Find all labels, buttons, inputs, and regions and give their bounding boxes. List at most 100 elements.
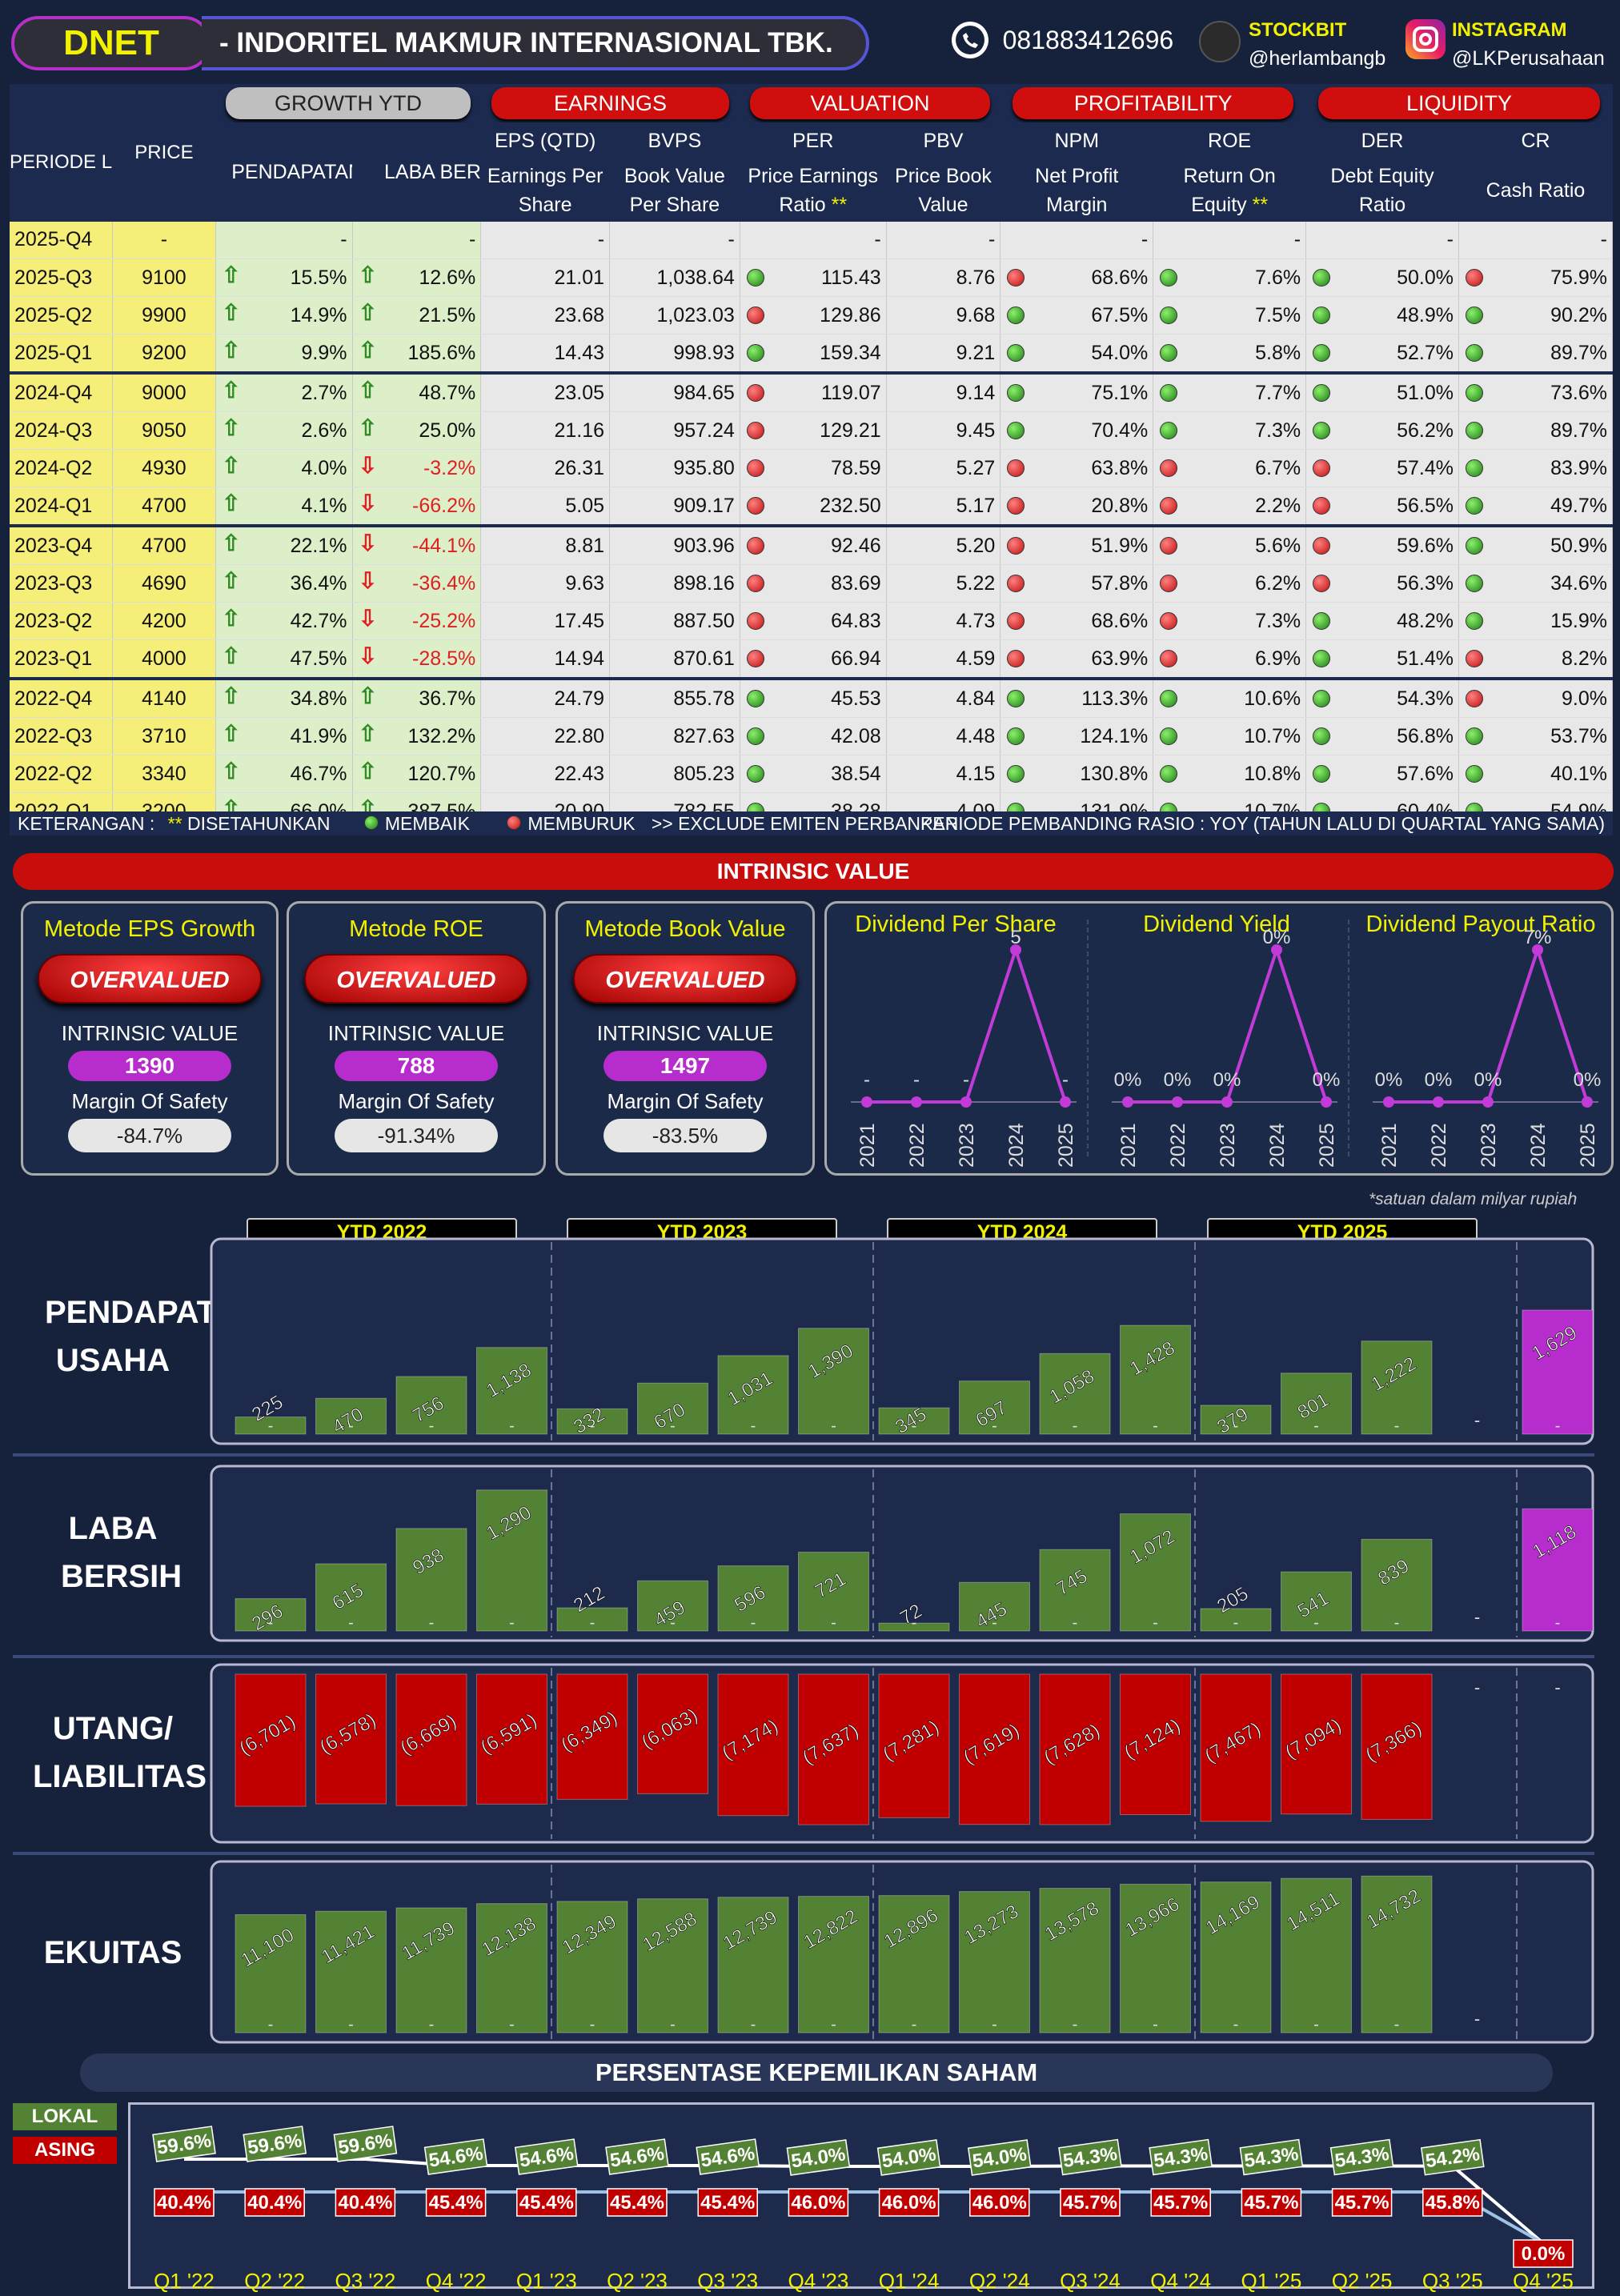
- bvps-value: 855.78: [673, 687, 735, 710]
- bar: [717, 1565, 789, 1632]
- arrow-up-icon: ⇧: [358, 758, 378, 783]
- pbv-value: 4.84: [956, 687, 996, 710]
- green-dot-icon: [1465, 459, 1483, 477]
- p-value: 2023-Q3: [14, 571, 93, 595]
- cell-cr: 53.7%: [1458, 717, 1614, 755]
- roe-value: 6.2%: [1255, 571, 1301, 595]
- bar: [1281, 1673, 1352, 1815]
- cell-bvps: 870.61: [609, 639, 740, 679]
- red-dot-icon: [1007, 496, 1025, 515]
- roe-value: 7.3%: [1255, 609, 1301, 632]
- cell-npm: 124.1%: [1000, 717, 1154, 755]
- cell-npm: 54.0%: [1000, 334, 1154, 373]
- ownership-label-box: [967, 2139, 1032, 2176]
- green-dot-icon: [1313, 764, 1331, 783]
- cell-pbv: 4.59: [886, 639, 1001, 679]
- roe-value: 7.6%: [1255, 266, 1301, 289]
- stockbit-label: STOCKBIT: [1249, 19, 1347, 41]
- ni-value: -36.4%: [412, 571, 476, 595]
- bar: [1361, 1875, 1433, 2034]
- arrow-up-icon: ⇧: [358, 337, 378, 363]
- ni-value: -3.2%: [423, 456, 476, 479]
- cell-npm: 75.1%: [1000, 371, 1154, 412]
- ownership-label-box: [152, 2126, 216, 2162]
- red-dot-icon: [746, 459, 764, 477]
- ownership-label-box: [514, 2138, 579, 2175]
- bar-dash: -: [1394, 1417, 1400, 1435]
- cell-ni: ⇩ -28.5%: [352, 639, 482, 679]
- col-bvps: BVPS: [609, 122, 740, 159]
- cr-value: 89.7%: [1550, 341, 1607, 364]
- dividend-year-label: 2023: [1478, 1123, 1500, 1168]
- cell-eps: 8.81: [480, 523, 611, 565]
- green-dot-icon: [1313, 611, 1331, 630]
- green-dot-icon: [1465, 306, 1483, 324]
- dividend-point: [1582, 1096, 1593, 1108]
- bar: [717, 1673, 789, 1817]
- rev-value: 4.0%: [301, 456, 347, 479]
- cell-bvps: 935.80: [609, 449, 740, 487]
- red-dot-icon: [1313, 536, 1331, 555]
- bar-dash: -: [1233, 2016, 1239, 2034]
- roe-value: 10.8%: [1244, 762, 1301, 785]
- ownership-label-box: [335, 2188, 396, 2217]
- roe-value: 10.6%: [1244, 687, 1301, 710]
- iv-method-title: Metode EPS Growth: [43, 916, 256, 942]
- der-value: 52.7%: [1397, 341, 1454, 364]
- rev-value: 22.1%: [290, 534, 347, 557]
- ownership-label-box: [1060, 2188, 1121, 2217]
- cell-der: 48.9%: [1305, 296, 1459, 335]
- bar: [476, 1673, 547, 1805]
- cell-ni: ⇩ -3.2%: [352, 449, 482, 487]
- p-value: 2022-Q2: [14, 762, 93, 785]
- stockbit-contact[interactable]: STOCKBIT @herlambangb: [1249, 14, 1385, 70]
- per-value: 64.83: [831, 609, 881, 632]
- pbv-value: 9.45: [956, 419, 996, 442]
- whatsapp-icon: [952, 22, 988, 58]
- price-value: 9050: [142, 419, 186, 442]
- legend-asing: ASING: [13, 2137, 117, 2164]
- cell-price: 4000: [112, 639, 216, 679]
- table-row: 2023-Q1 4000 ⇧ 47.5% ⇩ -28.5% 14.94 870.61 66.94…: [10, 639, 1614, 679]
- cell-rev: ⇧ 47.5%: [215, 639, 353, 679]
- bar: [395, 1376, 467, 1435]
- ownership-label-box: [1329, 2138, 1394, 2176]
- cell-der: 56.2%: [1305, 411, 1459, 450]
- bar: [717, 1355, 789, 1435]
- cell-rev: ⇧ 22.1%: [215, 523, 353, 565]
- ownership-line-lokal: [184, 2158, 1545, 2245]
- pbv-value: 9.21: [956, 341, 996, 364]
- bvps-value: -: [728, 228, 735, 251]
- ownership-label-box: [333, 2126, 398, 2162]
- cr-value: 73.6%: [1550, 381, 1607, 404]
- bar: [1200, 1673, 1272, 1822]
- per-star: **: [831, 194, 848, 216]
- bar-dash: -: [670, 1417, 676, 1435]
- mos-value: -84.7%: [68, 1119, 231, 1152]
- instagram-contact[interactable]: INSTAGRAM @LKPerusahaan: [1452, 14, 1605, 70]
- bar-dash: -: [751, 2016, 756, 2034]
- ownership-label-box: [697, 2188, 758, 2217]
- stockbit-handle: @herlambangb: [1249, 47, 1386, 70]
- cell-per: 129.86: [740, 296, 887, 335]
- col-pendapatan: PENDAPATAN USAHA: [215, 122, 353, 222]
- instagram-handle: @LKPerusahaan: [1452, 47, 1605, 70]
- cell-pbv: 4.73: [886, 602, 1001, 640]
- ownership-value: 45.4%: [429, 2192, 483, 2214]
- rev-value: 9.9%: [301, 341, 347, 364]
- cr-value: 15.9%: [1550, 609, 1607, 632]
- arrow-up-icon: ⇧: [358, 299, 378, 325]
- ownership-value: 45.8%: [1426, 2192, 1480, 2214]
- green-dot-icon: [1313, 383, 1331, 402]
- cell-roe: 5.6%: [1153, 523, 1307, 565]
- arrow-down-icon: ⇩: [358, 452, 378, 478]
- bar-label: -: [1474, 1677, 1480, 1697]
- cell-p: 2025-Q1: [10, 334, 114, 373]
- overvalued-badge: OVERVALUED: [573, 954, 797, 1004]
- table-row: 2025-Q2 9900 ⇧ 14.9% ⇧ 21.5% 23.68 1,023.03 129.…: [10, 296, 1614, 335]
- red-dot-icon: [1160, 536, 1178, 555]
- whatsapp-contact[interactable]: 081883412696: [949, 19, 1173, 61]
- ni-value: 132.2%: [407, 724, 476, 747]
- bar: [1039, 1888, 1111, 2034]
- arrow-up-icon: ⇧: [221, 567, 241, 593]
